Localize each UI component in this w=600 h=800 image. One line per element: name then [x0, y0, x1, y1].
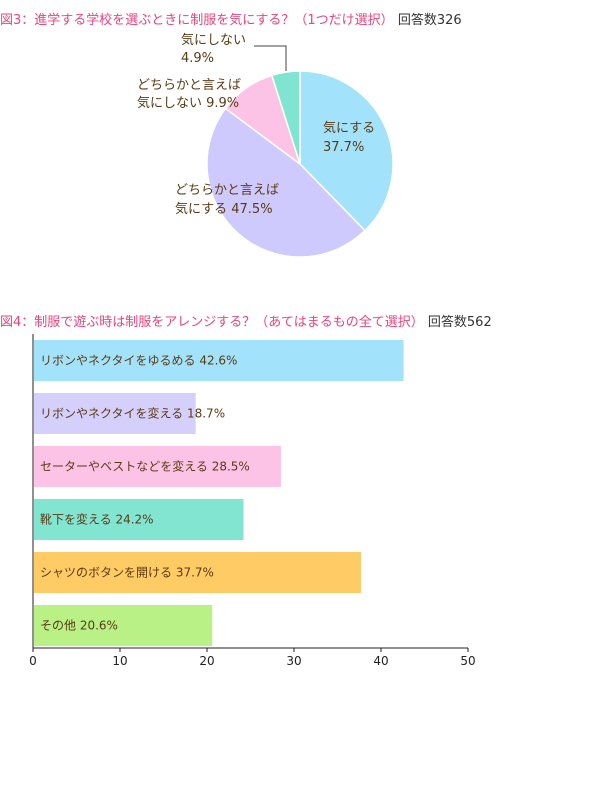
fig3-respondents: 回答数326: [397, 13, 462, 28]
pie-label-3-line-2: 気にしない 9.9%: [137, 95, 239, 111]
pie-label-3-line-1: どちらかと言えば: [137, 78, 241, 93]
x-tick-label-1: 10: [112, 654, 127, 668]
pie-slice-1: [299, 70, 394, 232]
x-tick-label-5: 50: [460, 654, 475, 668]
x-tick-label-2: 20: [199, 654, 214, 668]
bar-label-1: リボンやネクタイをゆるめる 42.6%: [40, 354, 237, 368]
fig4-title-text: 図4：制服で遊ぶ時は制服をアレンジする？（あてはまるもの全て選択）: [0, 315, 424, 330]
bar-label-4: 靴下を変える 24.2%: [40, 512, 154, 527]
bar-label-6: その他 20.6%: [40, 619, 118, 633]
fig3-title-text: 図3：進学する学校を選ぶときに制服を気にする？（1つだけ選択）: [0, 13, 394, 28]
pie-label-4-line-1: 気にしない: [181, 32, 246, 48]
bar-4: [34, 499, 244, 540]
bar-6: [34, 605, 213, 646]
bar-label-2: リボンやネクタイを変える 18.7%: [40, 406, 225, 421]
bar-label-5: シャツのボタンを開ける 37.7%: [40, 566, 214, 580]
bar-3: [34, 446, 281, 487]
x-tick-label-0: 0: [29, 654, 37, 668]
pie-slice-2: [206, 107, 366, 258]
bar-chart: リボンやネクタイをゆるめる 42.6% リボンやネクタイを変える 18.7% セータ…: [29, 334, 476, 668]
pie-label-2-line-1: どちらかと言えば: [175, 183, 279, 198]
fig4-respondents: 回答数562: [427, 315, 492, 330]
pie-leader-line: [254, 45, 287, 71]
x-tick-label-3: 30: [286, 654, 301, 668]
fig4-title: 図4：制服で遊ぶ時は制服をアレンジする？（あてはまるもの全て選択） 回答数562: [0, 311, 492, 330]
bar-5: [34, 552, 361, 593]
bar-1: [34, 340, 404, 381]
bar-2: [34, 393, 196, 434]
pie-label-1-line-1: 気にする: [323, 120, 375, 136]
pie-label-2-line-2: 気にする 47.5%: [175, 201, 273, 217]
bar-label-3: セーターやベストなどを変える 28.5%: [40, 459, 250, 474]
pie-slice-4: [270, 70, 301, 165]
fig3-title: 図3：進学する学校を選ぶときに制服を気にする？（1つだけ選択） 回答数326: [0, 9, 462, 28]
x-tick-label-4: 40: [373, 654, 388, 668]
pie-label-1-line-2: 37.7%: [323, 140, 364, 155]
pie-label-4-line-2: 4.9%: [181, 51, 214, 66]
